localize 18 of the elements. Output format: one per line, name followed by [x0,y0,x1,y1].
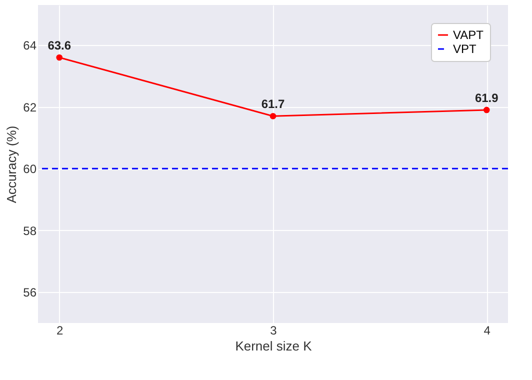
data-label: 63.6 [48,38,72,52]
y-tick-label: 62 [23,100,37,114]
y-axis-title: Accuracy (%) [4,126,20,204]
data-label: 61.7 [261,97,285,112]
y-tick-label: 60 [23,162,37,176]
point [56,54,63,61]
point [270,112,276,120]
y-tick-label: 58 [23,224,37,238]
x-tick-label: 2 [56,324,64,338]
data-label: 61.9 [474,90,499,105]
legend-label: VAPT [453,28,484,42]
point [483,106,490,114]
y-tick-label: 56 [23,286,37,300]
y-tick-label: 64 [23,38,37,53]
x-axis-title: Kernel size K [235,338,312,354]
x-tick-label: 4 [484,324,491,338]
legend-label: VPT [453,42,478,56]
x-tick-label: 3 [270,324,278,338]
